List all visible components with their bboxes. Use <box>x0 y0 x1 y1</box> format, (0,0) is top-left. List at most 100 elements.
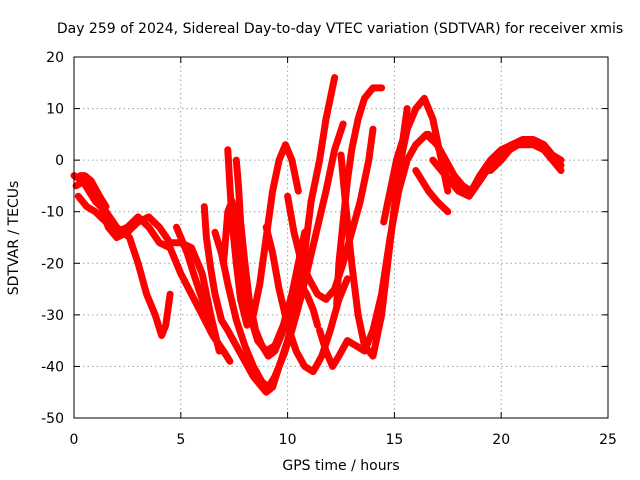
data-point <box>316 327 323 334</box>
data-point <box>233 342 240 349</box>
data-point <box>246 296 253 303</box>
data-point <box>361 342 368 349</box>
data-point <box>532 141 539 148</box>
data-point <box>184 249 191 256</box>
series-line <box>74 192 234 365</box>
y-tick-label: -50 <box>41 411 64 427</box>
series-sat-n <box>337 94 452 360</box>
data-point <box>404 105 411 112</box>
data-point <box>220 260 227 267</box>
data-point <box>314 291 321 298</box>
data-point <box>348 146 355 153</box>
data-point <box>314 322 321 329</box>
data-point <box>344 177 351 184</box>
data-point <box>352 342 359 349</box>
series-sat-k <box>262 223 351 376</box>
data-point <box>229 219 236 226</box>
data-point <box>233 157 240 164</box>
data-point <box>540 146 547 153</box>
data-point <box>233 260 240 267</box>
data-point <box>265 384 272 391</box>
data-point <box>301 363 308 370</box>
data-point <box>297 255 304 262</box>
series-sat-c <box>74 192 234 365</box>
data-point <box>429 157 436 164</box>
data-point <box>487 167 494 174</box>
data-point <box>344 337 351 344</box>
data-point <box>515 141 522 148</box>
data-point <box>126 234 133 241</box>
data-point <box>434 198 441 205</box>
data-point <box>258 342 265 349</box>
data-point <box>316 157 323 164</box>
data-point <box>451 172 458 179</box>
data-point <box>152 311 159 318</box>
data-point <box>75 193 82 200</box>
data-point <box>370 84 377 91</box>
data-point <box>331 146 338 153</box>
data-point <box>323 188 330 195</box>
data-point <box>135 260 142 267</box>
data-point <box>340 219 347 226</box>
data-point <box>83 203 90 210</box>
data-point <box>314 224 321 231</box>
data-point <box>340 121 347 128</box>
data-point <box>361 95 368 102</box>
data-point <box>331 74 338 81</box>
chart-title: Day 259 of 2024, Sidereal Day-to-day VTE… <box>57 21 623 37</box>
data-point <box>444 208 451 215</box>
data-point <box>357 198 364 205</box>
data-point <box>269 249 276 256</box>
data-point <box>220 347 227 354</box>
y-tick-label: -20 <box>41 256 64 272</box>
series-sat-l <box>284 125 377 303</box>
data-point <box>156 239 163 246</box>
series-line <box>284 125 377 303</box>
data-point <box>378 84 385 91</box>
data-point <box>263 389 270 396</box>
data-point <box>370 353 377 360</box>
data-point <box>393 157 400 164</box>
data-point <box>425 188 432 195</box>
data-point <box>201 203 208 210</box>
data-point <box>295 188 302 195</box>
data-point <box>419 177 426 184</box>
data-point <box>263 224 270 231</box>
data-point <box>244 322 251 329</box>
data-point <box>207 265 214 272</box>
series-sat-j <box>232 156 321 360</box>
data-point <box>162 322 169 329</box>
data-point <box>446 177 453 184</box>
data-point <box>444 188 451 195</box>
data-point <box>291 291 298 298</box>
data-point <box>455 188 462 195</box>
data-point <box>498 157 505 164</box>
data-point <box>412 141 419 148</box>
data-point <box>523 136 530 143</box>
data-point <box>241 358 248 365</box>
series-sat-e <box>173 223 213 324</box>
data-point <box>498 146 505 153</box>
series-sat-q <box>412 167 452 216</box>
data-point <box>226 182 233 189</box>
data-point <box>188 244 195 251</box>
data-point <box>233 317 240 324</box>
y-tick-label: -40 <box>41 359 64 375</box>
data-point <box>344 275 351 282</box>
data-point <box>293 347 300 354</box>
data-point <box>252 327 259 334</box>
y-tick-label: 10 <box>46 102 64 118</box>
data-point <box>459 182 466 189</box>
data-point <box>355 115 362 122</box>
data-point <box>370 126 377 133</box>
y-tick-label: 0 <box>55 153 64 169</box>
data-point <box>335 353 342 360</box>
series-sat-i <box>224 141 302 329</box>
series-line <box>429 136 565 200</box>
data-point <box>297 296 304 303</box>
data-point <box>211 229 218 236</box>
data-point <box>222 234 229 241</box>
data-point <box>113 229 120 236</box>
data-point <box>241 260 248 267</box>
data-point <box>323 296 330 303</box>
